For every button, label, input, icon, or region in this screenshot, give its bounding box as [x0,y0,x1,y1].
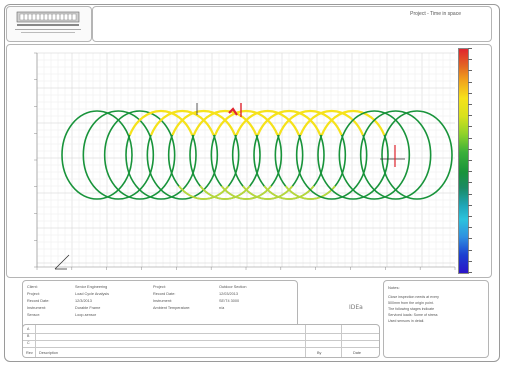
color-scale-tick [468,227,472,229]
color-scale-tick [468,81,472,83]
loop-trace-high [299,109,364,136]
color-scale-tick [468,260,472,262]
info-value: Load Cycle Analysis [75,292,109,296]
loop-trace [338,110,411,200]
info-value: Loop-sensor [75,313,97,317]
loop-trace [82,110,155,200]
loop-trace-high [192,109,258,136]
loop-trace-high [171,109,236,136]
loop-trace [359,110,432,200]
logo-panel [6,6,92,42]
notes-line: Used sensors in detail. [388,319,425,323]
color-scale-tick [468,48,472,49]
notes-panel: Notes: Close inspection needs at every 50… [383,280,489,358]
axis-indicator [54,254,70,270]
info-label: Client: [27,285,38,289]
notes-line: Serviced loads: Some of stress [388,313,438,317]
notes-line: The following stages indicate [388,307,435,311]
loop-chart [34,52,456,270]
notes-line: Close inspection needs at every [388,295,439,299]
color-scale-tick [468,249,472,251]
company-logo-icon [15,11,81,33]
company-name: IDEa [349,304,363,311]
loop-trace-high [128,109,194,136]
info-label: Record Date: [27,299,50,303]
loop-trace-mid [220,185,272,200]
info-value: Outdoor Section [219,285,247,289]
color-scale-tick [468,204,472,206]
info-label: Project: [27,292,40,296]
info-label: Record Date: [153,292,176,296]
revision-row-a: A [27,327,30,331]
loop-trace-mid [178,185,230,200]
drawing-title: Project - Time in space [410,11,461,17]
color-scale-tick [468,216,472,217]
color-scale-tick [468,137,472,139]
info-value: 12/3/2013 [75,299,92,303]
info-value: Durable Frame [75,306,101,310]
revision-description-header: Description [39,351,58,355]
loop-trace-mid [284,185,336,200]
info-value: SE/T4 3000 [219,299,240,303]
loop-trace-mid [242,185,294,200]
color-scale-tick [468,104,472,105]
revision-row-b: B [27,334,30,338]
info-label: Sensor: [27,313,41,317]
info-label: Ambient Temperature: [153,306,191,310]
color-scale-tick [468,148,472,150]
loop-trace-mid [199,185,251,200]
revision-rev-header: Rev [26,351,33,355]
info-value: 12/03/2013 [219,292,239,296]
loop-trace-high [256,109,322,136]
info-label: Instrument: [153,299,172,303]
revision-row-c: C [27,341,30,345]
loop-trace-high [278,109,343,136]
loop-trace-high [320,109,386,136]
color-scale-tick [468,171,472,173]
color-scale-tick [468,238,472,240]
revision-table: A B C Rev Description By Date [22,324,380,358]
info-label: Project: [153,285,166,289]
loop-trace-high [235,109,300,136]
loop-trace-high [214,109,279,136]
title-panel: Project - Time in space [92,6,492,42]
loop-trace [381,110,453,200]
color-scale-tick [468,272,472,273]
info-label: Instrument: [27,306,46,310]
color-scale-tick [468,126,472,128]
color-scale-tick [468,193,472,195]
color-scale-tick [468,70,472,72]
color-scale-tick [468,160,472,161]
loop-trace-mid [263,185,315,200]
revision-by-header: By [317,351,322,355]
info-value: n/a [219,306,225,310]
revision-date-header: Date [353,351,362,355]
notes-line: 500mm from the origin point. [388,301,434,305]
color-scale-tick [468,182,472,184]
color-scale-bar [458,48,469,274]
loop-trace-high [150,109,215,136]
color-scale-tick [468,115,472,117]
loop-trace [61,110,133,200]
info-value: Senior Engineering [75,285,108,289]
color-scale-tick [468,92,472,94]
notes-title: Notes: [388,285,400,290]
color-scale-tick [468,59,472,61]
plot-panel [6,44,492,278]
loop-trace [103,110,176,200]
hotspot-red [228,107,238,116]
